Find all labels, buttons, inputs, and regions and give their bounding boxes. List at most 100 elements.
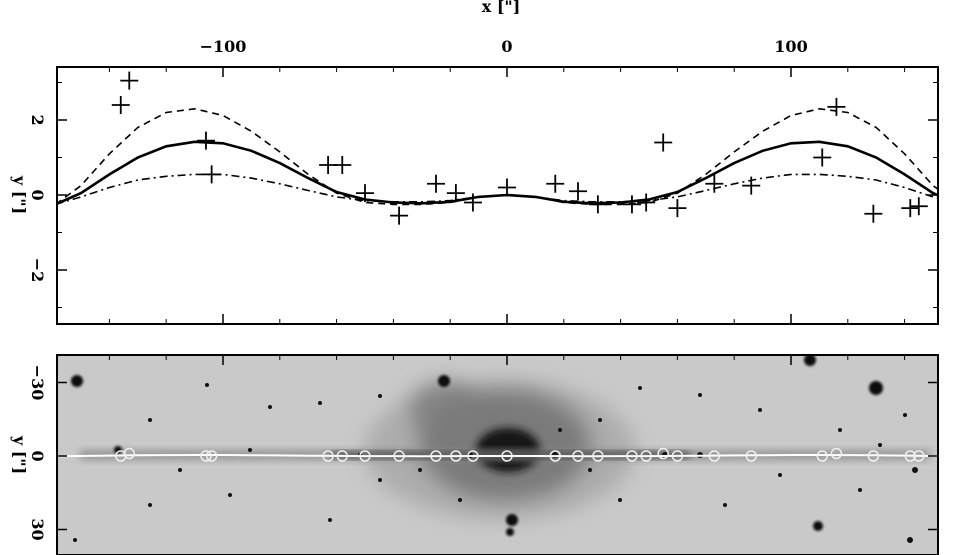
y-tick-label: 0 bbox=[28, 189, 47, 200]
data-point-plus bbox=[622, 195, 641, 214]
y-tick-label: −2 bbox=[28, 258, 47, 283]
circle-marker bbox=[467, 450, 479, 462]
data-point-plus bbox=[546, 174, 565, 193]
circle-marker bbox=[640, 450, 652, 462]
star bbox=[588, 468, 592, 472]
circle-marker bbox=[336, 450, 349, 462]
lower-y-tick-label: 0 bbox=[28, 450, 47, 461]
data-point-plus bbox=[463, 193, 482, 212]
star bbox=[71, 375, 83, 387]
circle-marker bbox=[359, 450, 371, 462]
lower-tick-labels: −30 0 30 bbox=[28, 365, 47, 541]
circle-marker bbox=[830, 447, 843, 460]
lower-panel: −30 0 30 y ["] bbox=[10, 354, 939, 555]
x-tick-label: 0 bbox=[501, 37, 512, 56]
upper-plot-frame bbox=[56, 66, 939, 325]
circle-marker bbox=[867, 450, 880, 462]
data-point-plus bbox=[390, 206, 409, 225]
star bbox=[268, 405, 272, 409]
lower-plot-frame bbox=[56, 354, 939, 555]
circle-marker bbox=[708, 450, 721, 462]
star bbox=[114, 446, 122, 454]
data-point-plus bbox=[742, 176, 761, 195]
circle-marker bbox=[205, 450, 218, 462]
lower-circle-markers bbox=[115, 447, 925, 462]
circle-marker bbox=[200, 450, 212, 462]
circle-marker bbox=[657, 447, 669, 460]
star bbox=[598, 418, 602, 422]
star bbox=[638, 386, 642, 390]
star bbox=[205, 383, 209, 387]
upper-y-axis-title: y ["] bbox=[10, 175, 29, 214]
upper-data-points bbox=[111, 71, 928, 225]
star bbox=[804, 355, 816, 366]
star bbox=[378, 394, 382, 398]
galaxy-plume bbox=[410, 382, 480, 438]
y-tick-label: 2 bbox=[28, 114, 47, 125]
data-point-plus bbox=[705, 174, 724, 193]
circle-marker bbox=[626, 450, 638, 462]
upper-panel: −100 0 100 −2 0 2 y ["] bbox=[10, 37, 939, 325]
star bbox=[858, 488, 862, 492]
star bbox=[418, 468, 422, 472]
data-point-plus bbox=[333, 156, 352, 174]
x-tick-label: −100 bbox=[200, 37, 247, 56]
lower-y-tick-label: −30 bbox=[28, 365, 47, 401]
star bbox=[458, 498, 462, 502]
circle-marker bbox=[501, 450, 513, 462]
circle-marker bbox=[745, 450, 757, 462]
star bbox=[838, 428, 842, 432]
circle-marker bbox=[671, 450, 684, 462]
star bbox=[148, 418, 152, 422]
circle-marker bbox=[393, 450, 405, 462]
series-line-dashed bbox=[57, 107, 938, 206]
circle-marker bbox=[549, 450, 562, 462]
star bbox=[378, 478, 382, 482]
data-point-plus bbox=[654, 133, 673, 152]
star bbox=[328, 518, 332, 522]
circle-marker bbox=[816, 450, 828, 462]
star bbox=[869, 381, 883, 395]
star bbox=[903, 413, 907, 417]
warp-curve-projection bbox=[57, 454, 938, 458]
data-point-plus bbox=[909, 197, 928, 216]
data-point-plus bbox=[202, 165, 221, 184]
data-point-plus bbox=[901, 199, 920, 218]
circle-marker bbox=[904, 450, 917, 462]
star bbox=[552, 452, 558, 458]
star bbox=[878, 443, 882, 447]
star bbox=[73, 538, 77, 542]
x-tick-label: 100 bbox=[774, 37, 807, 56]
circle-marker bbox=[572, 450, 584, 462]
star bbox=[148, 503, 152, 507]
data-point-plus bbox=[864, 204, 883, 223]
star bbox=[248, 448, 252, 452]
circle-marker bbox=[123, 447, 136, 460]
data-point-plus bbox=[498, 178, 516, 197]
circle-marker bbox=[430, 450, 442, 462]
star bbox=[506, 528, 514, 536]
star bbox=[228, 493, 232, 497]
data-point-plus bbox=[569, 182, 587, 201]
data-point-plus bbox=[120, 71, 139, 90]
x-axis-title: x ["] bbox=[482, 0, 521, 16]
star bbox=[438, 375, 450, 387]
star bbox=[907, 537, 913, 543]
star bbox=[912, 467, 918, 473]
star bbox=[558, 428, 562, 432]
star bbox=[506, 514, 518, 526]
data-point-plus bbox=[588, 195, 607, 214]
data-point-plus bbox=[111, 96, 130, 114]
data-point-plus bbox=[427, 174, 445, 193]
circle-marker bbox=[450, 450, 462, 462]
circle-marker bbox=[322, 450, 334, 462]
lower-y-tick-label: 30 bbox=[28, 518, 47, 540]
star bbox=[778, 473, 782, 477]
data-point-plus bbox=[356, 184, 374, 203]
data-point-plus bbox=[668, 199, 687, 218]
star bbox=[318, 401, 322, 405]
star bbox=[698, 393, 702, 397]
circle-marker bbox=[592, 450, 604, 462]
data-point-plus bbox=[637, 193, 656, 212]
